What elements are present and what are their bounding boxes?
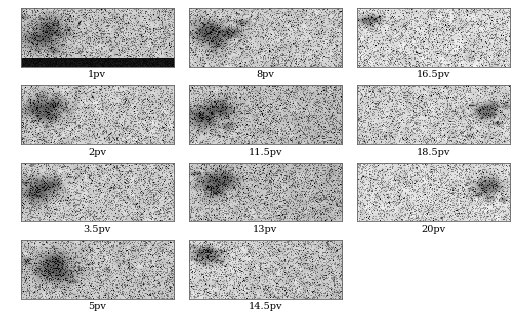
Text: 5pv: 5pv <box>88 302 106 311</box>
Text: 2pv: 2pv <box>88 148 106 157</box>
Text: 20pv: 20pv <box>422 225 446 234</box>
Text: 13pv: 13pv <box>253 225 278 234</box>
Text: 8pv: 8pv <box>256 70 275 79</box>
Text: 1pv: 1pv <box>88 70 106 79</box>
Text: 16.5pv: 16.5pv <box>417 70 450 79</box>
Text: 18.5pv: 18.5pv <box>417 148 450 157</box>
Text: 14.5pv: 14.5pv <box>248 302 282 311</box>
Text: 3.5pv: 3.5pv <box>84 225 111 234</box>
Text: 11.5pv: 11.5pv <box>248 148 282 157</box>
